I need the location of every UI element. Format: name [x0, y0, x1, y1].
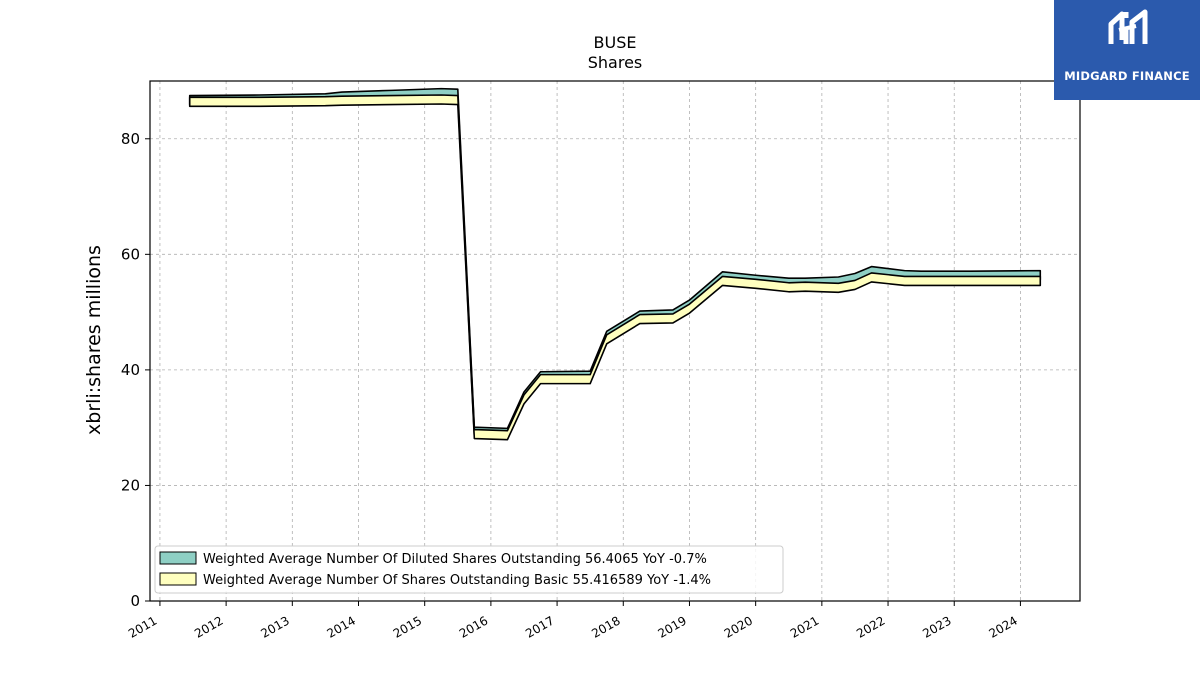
x-tick-label: 2024: [986, 613, 1019, 640]
x-tick-label: 2012: [192, 613, 225, 640]
y-tick-label: 80: [121, 130, 140, 148]
legend-label-diluted: Weighted Average Number Of Diluted Share…: [203, 552, 707, 567]
brand-logo: MIDGARD FINANCE: [1054, 0, 1200, 100]
y-axis-label: xbrli:shares millions: [83, 245, 105, 435]
x-tick-label: 2021: [788, 613, 821, 640]
series-band-1: [188, 94, 1042, 441]
x-tick-label: 2015: [391, 613, 424, 640]
x-tick-label: 2013: [258, 613, 291, 640]
x-tick-label: 2014: [325, 613, 358, 640]
legend-frame: [154, 545, 784, 594]
legend-swatch-diluted: [159, 551, 197, 565]
brand-name: MIDGARD FINANCE: [1064, 69, 1190, 83]
legend-swatch-basic: [159, 572, 197, 586]
x-tick-label: 2019: [656, 613, 689, 640]
x-tick-label: 2016: [457, 613, 490, 640]
legend: Weighted Average Number Of Diluted Share…: [154, 545, 784, 594]
y-tick-label: 40: [121, 361, 140, 379]
x-tick-label: 2022: [854, 613, 887, 640]
x-tick-label: 2023: [920, 613, 953, 640]
grid: [150, 81, 1080, 602]
legend-label-basic: Weighted Average Number Of Shares Outsta…: [203, 573, 711, 588]
x-tick-label: 2017: [523, 613, 556, 640]
plot-frame: [149, 80, 1081, 602]
mf-monogram-icon: [1108, 9, 1148, 44]
series-layer: [188, 87, 1042, 441]
x-tick-label: 2018: [589, 613, 622, 640]
y-tick-label: 20: [121, 476, 140, 494]
chart-subtitle: Shares: [588, 53, 643, 72]
series-band-0: [188, 87, 1042, 439]
x-tick-label: 2020: [722, 613, 755, 640]
chart-title: BUSE: [594, 33, 637, 52]
y-tick-label: 0: [130, 592, 140, 610]
x-tick-label: 2011: [126, 613, 159, 640]
y-tick-label: 60: [121, 245, 140, 263]
